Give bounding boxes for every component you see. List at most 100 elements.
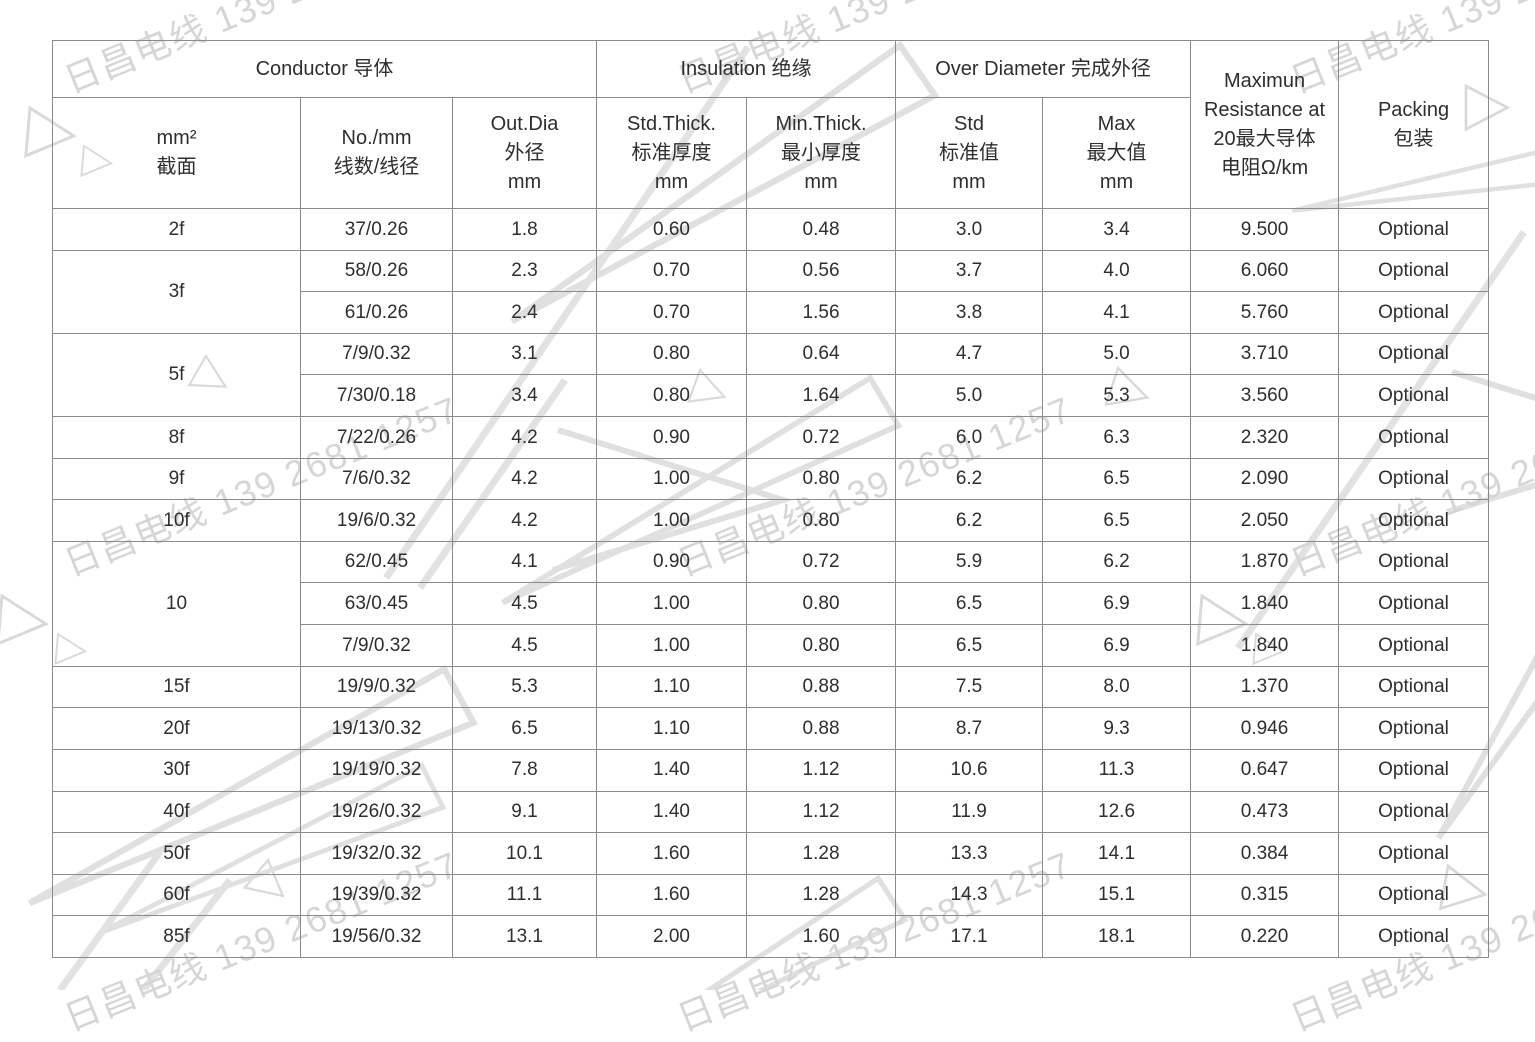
data-cell: 0.70 (596, 291, 748, 334)
data-cell: Optional (1338, 748, 1490, 792)
data-cell: 0.80 (746, 457, 897, 501)
data-cell: 4.2 (451, 499, 598, 542)
size-cell: 30f (52, 748, 301, 792)
data-cell: 4.2 (451, 457, 598, 501)
size-cell: 2f (52, 208, 301, 251)
data-cell: 1.60 (596, 832, 748, 875)
data-cell: Optional (1338, 291, 1490, 334)
data-cell: 19/9/0.32 (300, 665, 453, 709)
data-cell: 3.8 (895, 291, 1044, 334)
data-cell: 3.4 (451, 374, 598, 418)
data-cell: 1.60 (746, 915, 897, 958)
data-cell: 7/9/0.32 (300, 332, 453, 376)
table-row: 2f 37/0.26 1.8 0.60 0.48 3.0 3.4 9.500 Optional (52, 208, 1490, 251)
data-cell: Optional (1338, 624, 1490, 667)
data-cell: 19/13/0.32 (300, 707, 453, 750)
data-cell: Optional (1338, 332, 1490, 376)
data-cell: 1.10 (596, 665, 748, 709)
data-cell: 1.64 (746, 374, 897, 418)
data-cell: 0.647 (1190, 748, 1340, 792)
data-cell: Optional (1338, 790, 1490, 834)
size-cell: 10 (52, 540, 301, 667)
data-cell: 5.3 (1042, 374, 1192, 418)
column-header: Min.Thick. 最小厚度 mm (746, 97, 897, 209)
data-cell: 5.760 (1190, 291, 1340, 334)
data-cell: 0.80 (746, 499, 897, 542)
table-row: 40f 19/26/0.32 9.1 1.40 1.12 11.9 12.6 0.473 Opt… (52, 790, 1490, 834)
data-cell: Optional (1338, 208, 1490, 251)
data-cell: 58/0.26 (300, 249, 453, 293)
data-cell: 1.60 (596, 873, 748, 917)
data-cell: Optional (1338, 540, 1490, 584)
data-cell: 19/6/0.32 (300, 499, 453, 542)
table-row: 50f 19/32/0.32 10.1 1.60 1.28 13.3 14.1 0.384 Op… (52, 832, 1490, 875)
data-cell: 1.12 (746, 790, 897, 834)
data-cell: 1.840 (1190, 624, 1340, 667)
data-cell: 7.8 (451, 748, 598, 792)
table-row: 3f 58/0.26 2.3 0.70 0.56 3.7 4.0 6.060 Optional (52, 249, 1490, 334)
data-cell: Optional (1338, 873, 1490, 917)
column-header: Std.Thick. 标准厚度 mm (596, 97, 748, 209)
data-cell: 13.3 (895, 832, 1044, 875)
data-cell: 4.1 (1042, 291, 1192, 334)
data-cell: 11.3 (1042, 748, 1192, 792)
size-cell: 9f (52, 457, 301, 501)
size-cell: 20f (52, 707, 301, 750)
table-row: 30f 19/19/0.32 7.8 1.40 1.12 10.6 11.3 0.647 Opt… (52, 748, 1490, 792)
data-cell: 1.12 (746, 748, 897, 792)
data-cell: Optional (1338, 249, 1490, 293)
data-cell: 6.2 (1042, 540, 1192, 584)
data-cell: 1.28 (746, 832, 897, 875)
table-row: 5f 7/9/0.32 3.1 0.80 0.64 4.7 5.0 3.710 Optional (52, 332, 1490, 418)
size-cell: 60f (52, 873, 301, 917)
data-cell: 1.870 (1190, 540, 1340, 584)
data-cell: 3.7 (895, 249, 1044, 293)
data-cell: 19/32/0.32 (300, 832, 453, 875)
data-cell: 6.0 (895, 416, 1044, 459)
data-cell: Optional (1338, 915, 1490, 958)
data-cell: 6.060 (1190, 249, 1340, 293)
data-cell: 0.315 (1190, 873, 1340, 917)
data-cell: 0.80 (596, 374, 748, 418)
data-cell: 11.1 (451, 873, 598, 917)
data-cell: 62/0.45 (300, 540, 453, 584)
data-cell: Optional (1338, 457, 1490, 501)
data-cell: 4.7 (895, 332, 1044, 376)
data-cell: 14.3 (895, 873, 1044, 917)
data-cell: 11.9 (895, 790, 1044, 834)
data-cell: 5.0 (1042, 332, 1192, 376)
data-cell: 0.90 (596, 540, 748, 584)
data-cell: 1.40 (596, 790, 748, 834)
data-cell: 0.70 (596, 249, 748, 293)
data-cell: 7/6/0.32 (300, 457, 453, 501)
data-cell: Optional (1338, 665, 1490, 709)
data-cell: Optional (1338, 374, 1490, 418)
data-cell: 0.88 (746, 665, 897, 709)
data-cell: 2.090 (1190, 457, 1340, 501)
column-header: Std 标准值 mm (895, 97, 1044, 209)
data-cell: 0.384 (1190, 832, 1340, 875)
data-cell: 6.9 (1042, 624, 1192, 667)
data-cell: 5.3 (451, 665, 598, 709)
table-row: 9f 7/6/0.32 4.2 1.00 0.80 6.2 6.5 2.090 Optional (52, 457, 1490, 501)
column-header: mm² 截面 (52, 97, 301, 209)
data-cell: Optional (1338, 499, 1490, 542)
column-header: Maximun Resistance at 20最大导体 电阻Ω/km (1190, 40, 1340, 209)
data-cell: 10.1 (451, 832, 598, 875)
data-cell: 5.9 (895, 540, 1044, 584)
table-row: 8f 7/22/0.26 4.2 0.90 0.72 6.0 6.3 2.320 Optiona… (52, 416, 1490, 459)
data-cell: 6.5 (451, 707, 598, 750)
table-row: 10 62/0.45 4.1 0.90 0.72 5.9 6.2 1.870 Optional (52, 540, 1490, 667)
data-cell: 0.946 (1190, 707, 1340, 750)
data-cell: 0.72 (746, 540, 897, 584)
data-cell: 3.0 (895, 208, 1044, 251)
data-cell: 0.80 (746, 582, 897, 626)
data-cell: 14.1 (1042, 832, 1192, 875)
data-cell: 0.473 (1190, 790, 1340, 834)
column-header: Out.Dia 外径 mm (451, 97, 598, 209)
data-cell: 2.320 (1190, 416, 1340, 459)
data-cell: 3.1 (451, 332, 598, 376)
data-cell: 3.4 (1042, 208, 1192, 251)
data-cell: 8.7 (895, 707, 1044, 750)
column-header: Packing 包装 (1338, 40, 1490, 209)
